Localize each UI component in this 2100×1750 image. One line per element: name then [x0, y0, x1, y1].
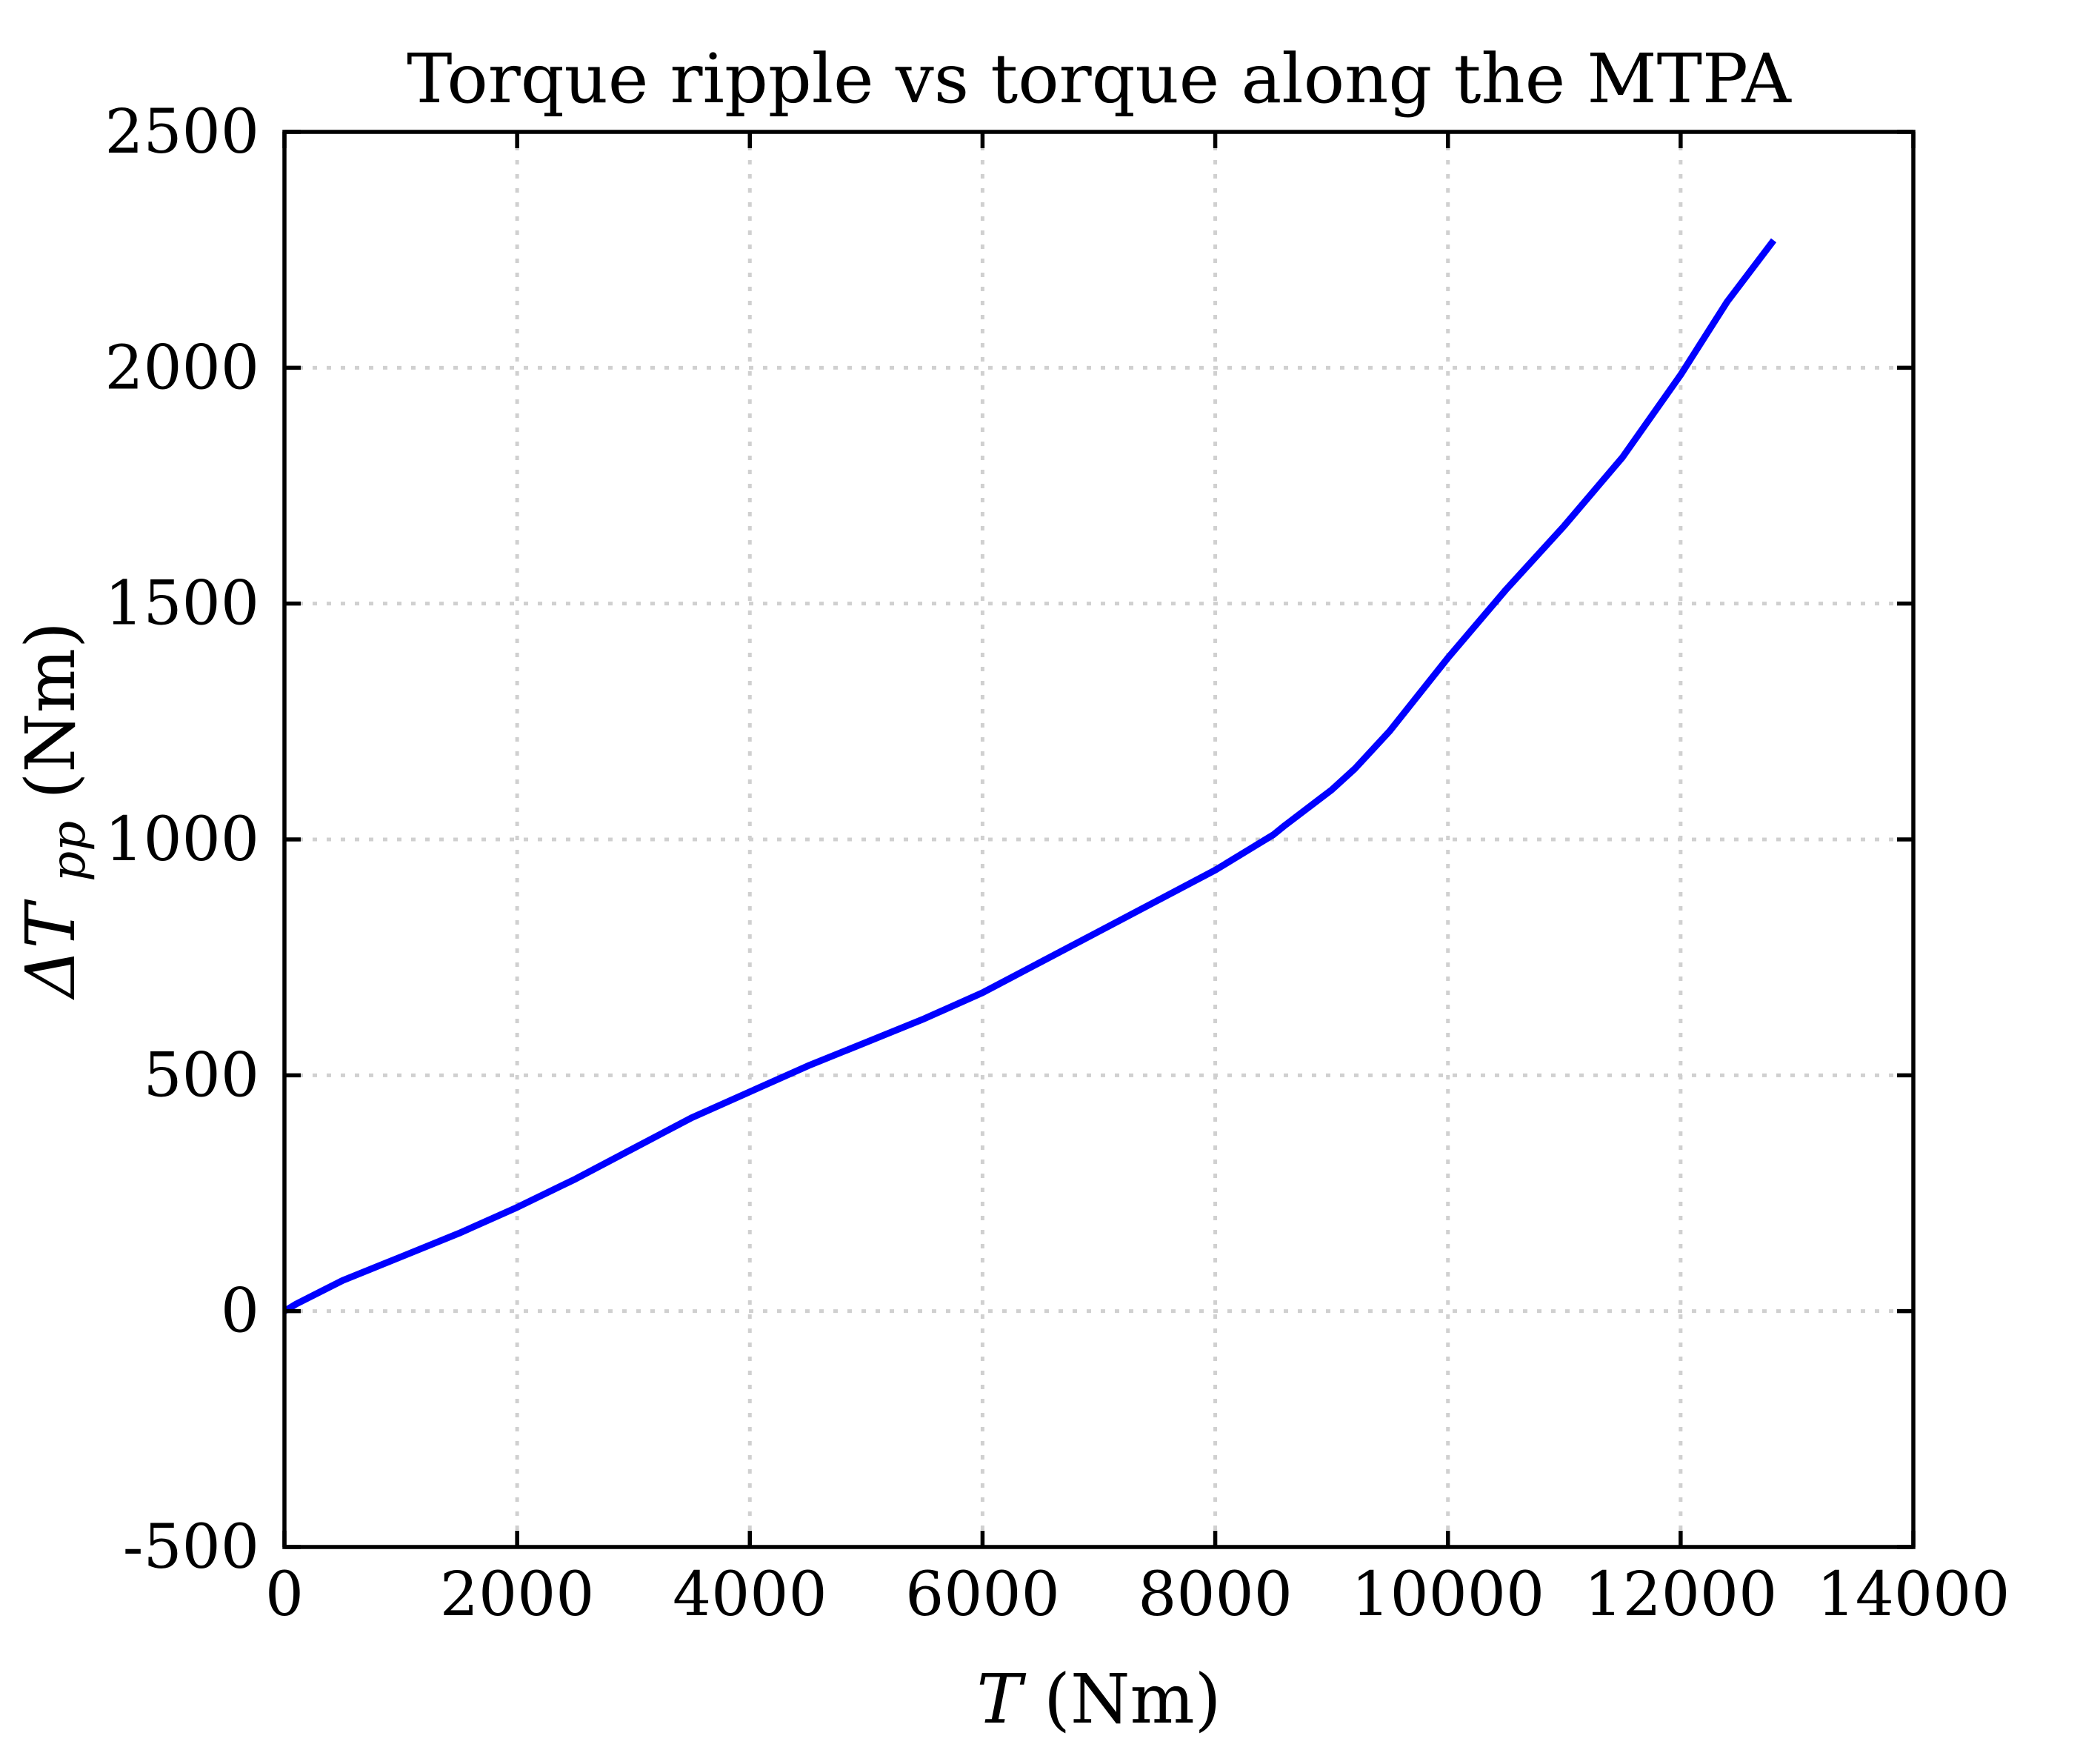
x-tick-label: 0: [265, 1560, 304, 1630]
y-axis-symbol: ΔT: [11, 899, 90, 999]
x-axis-label: T (Nm): [976, 1660, 1221, 1739]
y-tick-label: 1000: [104, 805, 259, 875]
series-layer: [282, 238, 1777, 1314]
y-axis-label: ΔT pp (Nm): [11, 622, 101, 1000]
x-tick-label: 12000: [1584, 1560, 1777, 1630]
x-tick-label: 6000: [905, 1560, 1060, 1630]
x-axis-unit: (Nm): [1044, 1660, 1221, 1739]
series-line: [282, 238, 1777, 1314]
y-tick-label: 0: [221, 1277, 259, 1347]
x-tick-label: 10000: [1351, 1560, 1544, 1630]
x-axis-symbol: T: [976, 1660, 1026, 1739]
x-tick-label: 2000: [440, 1560, 595, 1630]
y-tick-label: 2500: [104, 97, 259, 167]
plot-frame: [282, 130, 1916, 1549]
y-tick-label: 2000: [104, 333, 259, 403]
grid-lines: [284, 132, 1913, 1547]
y-tick-label: 1500: [104, 569, 259, 639]
x-tick-label: 4000: [673, 1560, 827, 1630]
chart-title: Torque ripple vs torque along the MTPA: [407, 39, 1792, 119]
tick-marks: [282, 130, 1916, 1549]
y-tick-label: -500: [123, 1512, 259, 1583]
x-tick-label: 14000: [1817, 1560, 2010, 1630]
tick-labels: 0 2000 4000 6000 8000 10000 12000 14000-5000500…: [104, 97, 2010, 1630]
y-axis-unit: (Nm): [11, 622, 90, 799]
y-tick-label: 500: [143, 1040, 259, 1111]
y-axis-subscript: pp: [41, 821, 96, 882]
x-tick-label: 8000: [1138, 1560, 1293, 1630]
